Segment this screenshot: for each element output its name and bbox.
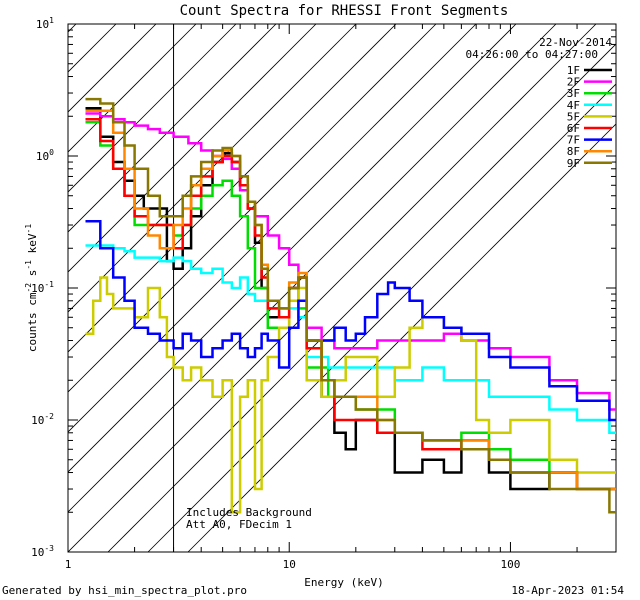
series-line-7F bbox=[85, 220, 616, 422]
legend-label-5F: 5F bbox=[567, 110, 580, 123]
legend-label-6F: 6F bbox=[567, 122, 580, 135]
hatch-line bbox=[68, 24, 117, 73]
y-tick-label: 101 bbox=[36, 16, 54, 31]
hatch-line bbox=[147, 83, 616, 552]
hatch-line bbox=[187, 123, 616, 552]
series-group bbox=[85, 97, 616, 514]
hatch-line bbox=[68, 24, 477, 433]
time-range-label: 04:26:00 to 04:27:00 bbox=[466, 48, 598, 61]
hatch-line bbox=[68, 24, 597, 552]
series-line-3F bbox=[85, 121, 616, 491]
hatch-line bbox=[68, 24, 317, 273]
series-line-4F bbox=[85, 244, 616, 435]
y-tick-label: 10-1 bbox=[31, 280, 54, 295]
x-tick-label: 10 bbox=[283, 558, 296, 571]
footer-timestamp: 18-Apr-2023 01:54 bbox=[511, 584, 624, 597]
legend-label-3F: 3F bbox=[567, 87, 580, 100]
x-tick-label: 100 bbox=[501, 558, 521, 571]
hatch-line bbox=[68, 24, 237, 193]
legend-label-8F: 8F bbox=[567, 145, 580, 158]
legend-label-2F: 2F bbox=[567, 76, 580, 89]
hatch-line bbox=[68, 24, 437, 393]
hatch-line bbox=[68, 24, 397, 353]
date-label: 22-Nov-2014 bbox=[539, 36, 612, 49]
y-axis-title: counts cm-2 s-1 keV-1 bbox=[24, 224, 39, 352]
series-line-1F bbox=[85, 107, 616, 491]
legend-label-9F: 9F bbox=[567, 157, 580, 170]
annotation-attenuator: Att A0, FDecim 1 bbox=[186, 518, 292, 531]
y-tick-label: 10-3 bbox=[31, 544, 54, 559]
y-tick-label: 10-2 bbox=[31, 412, 54, 427]
hatch-line bbox=[68, 24, 517, 473]
hatch-line bbox=[107, 43, 616, 552]
series-line-9F bbox=[85, 97, 616, 514]
hatch-line bbox=[68, 24, 357, 313]
series-line-5F bbox=[85, 276, 616, 514]
axis-ticks: 1 10 100 10-3 10-2 10-1 100 101 bbox=[31, 16, 617, 571]
hatch-line bbox=[68, 24, 277, 233]
annotation-background: Includes Background bbox=[186, 506, 312, 519]
legend-label-4F: 4F bbox=[567, 99, 580, 112]
series-line-8F bbox=[85, 109, 616, 491]
x-tick-label: 1 bbox=[65, 558, 72, 571]
legend-label-1F: 1F bbox=[567, 64, 580, 77]
footer-generated-by: Generated by hsi_min_spectra_plot.pro bbox=[2, 584, 247, 597]
x-axis-title: Energy (keV) bbox=[304, 576, 383, 589]
legend-label-7F: 7F bbox=[567, 134, 580, 147]
y-tick-label: 100 bbox=[36, 148, 54, 163]
chart-title: Count Spectra for RHESSI Front Segments bbox=[180, 3, 509, 19]
